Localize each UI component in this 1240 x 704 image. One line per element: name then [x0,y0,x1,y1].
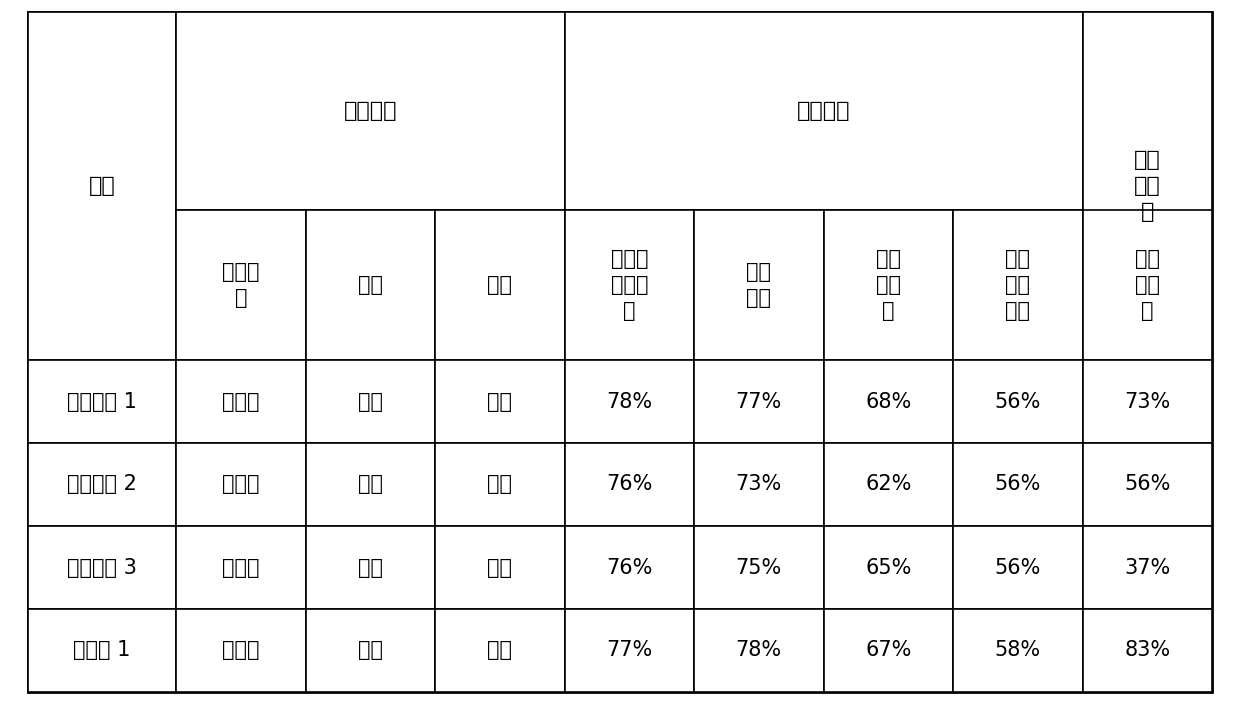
Text: 除甲
醛性
能: 除甲 醛性 能 [1133,150,1161,222]
Text: 金黄色
葡萄球
菌: 金黄色 葡萄球 菌 [610,249,649,322]
Text: 稳定: 稳定 [358,474,383,494]
Text: 78%: 78% [735,641,781,660]
Text: 76%: 76% [606,474,652,494]
Bar [694,609,823,692]
Text: 白色
念珠
菌: 白色 念珠 菌 [875,249,900,322]
Bar [564,609,694,692]
Bar [954,210,1083,360]
Bar [176,526,305,609]
Bar [823,210,954,360]
Bar [435,210,564,360]
Text: 稳定: 稳定 [358,391,383,412]
Text: 稳定: 稳定 [358,558,383,577]
Bar [823,360,954,443]
Bar [564,12,1083,210]
Bar [176,210,305,360]
Bar [823,609,954,692]
Bar [435,443,564,526]
Text: 68%: 68% [866,391,911,412]
Text: 稳定: 稳定 [487,391,512,412]
Bar [29,443,176,526]
Bar [954,609,1083,692]
Bar [305,360,435,443]
Bar [1083,443,1211,526]
Bar [564,210,694,360]
Text: 77%: 77% [735,391,782,412]
Text: 样品: 样品 [88,176,115,196]
Text: 无异常: 无异常 [222,641,259,660]
Text: 56%: 56% [994,391,1040,412]
Text: 空气
现场
消毒: 空气 现场 消毒 [1006,249,1030,322]
Text: 75%: 75% [735,558,782,577]
Text: 56%: 56% [1125,474,1171,494]
Bar [29,526,176,609]
Bar [176,12,564,210]
Text: 理化指标: 理化指标 [343,101,397,121]
Text: 耐热: 耐热 [358,275,383,295]
Bar [29,12,176,360]
Bar [954,360,1083,443]
Text: 65%: 65% [866,558,911,577]
Text: 无异常: 无异常 [222,558,259,577]
Bar [305,443,435,526]
Text: 67%: 67% [866,641,911,660]
Bar [823,526,954,609]
Bar [435,526,564,609]
Text: 77%: 77% [606,641,652,660]
Bar [564,360,694,443]
Bar [1083,609,1211,692]
Text: 甲醛
去除
率: 甲醛 去除 率 [1135,249,1159,322]
Bar [694,443,823,526]
Bar [694,210,823,360]
Text: 56%: 56% [994,474,1040,494]
Bar [1083,12,1211,360]
Text: 37%: 37% [1125,558,1171,577]
Bar [176,443,305,526]
Bar [694,360,823,443]
Text: 无异常: 无异常 [222,474,259,494]
Text: 58%: 58% [994,641,1040,660]
Bar [176,609,305,692]
Text: 对比试验 2: 对比试验 2 [67,474,136,494]
Bar [176,360,305,443]
Text: 83%: 83% [1125,641,1171,660]
Bar [29,360,176,443]
Text: 大肠
杆菌: 大肠 杆菌 [746,262,771,308]
Text: 78%: 78% [606,391,652,412]
Text: 56%: 56% [994,558,1040,577]
Bar [564,443,694,526]
Bar [305,609,435,692]
Text: 稳定: 稳定 [487,558,512,577]
Bar [435,360,564,443]
Text: 实施例 1: 实施例 1 [73,641,130,660]
Text: 感官测
试: 感官测 试 [222,262,259,308]
Text: 稳定: 稳定 [487,474,512,494]
Bar [1083,526,1211,609]
Bar [29,609,176,692]
Text: 稳定: 稳定 [358,641,383,660]
Text: 73%: 73% [735,474,782,494]
Text: 对比试验 1: 对比试验 1 [67,391,136,412]
Text: 62%: 62% [866,474,911,494]
Bar [954,443,1083,526]
Text: 稳定: 稳定 [487,641,512,660]
Bar [1083,360,1211,443]
Text: 对比试验 3: 对比试验 3 [67,558,136,577]
Bar [305,526,435,609]
Text: 76%: 76% [606,558,652,577]
Text: 杀菌性能: 杀菌性能 [797,101,851,121]
Text: 73%: 73% [1125,391,1171,412]
Bar [1083,210,1211,360]
Bar [435,609,564,692]
Bar [694,526,823,609]
Bar [823,443,954,526]
Bar [305,210,435,360]
Text: 耐寒: 耐寒 [487,275,512,295]
Text: 无异常: 无异常 [222,391,259,412]
Bar [954,526,1083,609]
Bar [564,526,694,609]
